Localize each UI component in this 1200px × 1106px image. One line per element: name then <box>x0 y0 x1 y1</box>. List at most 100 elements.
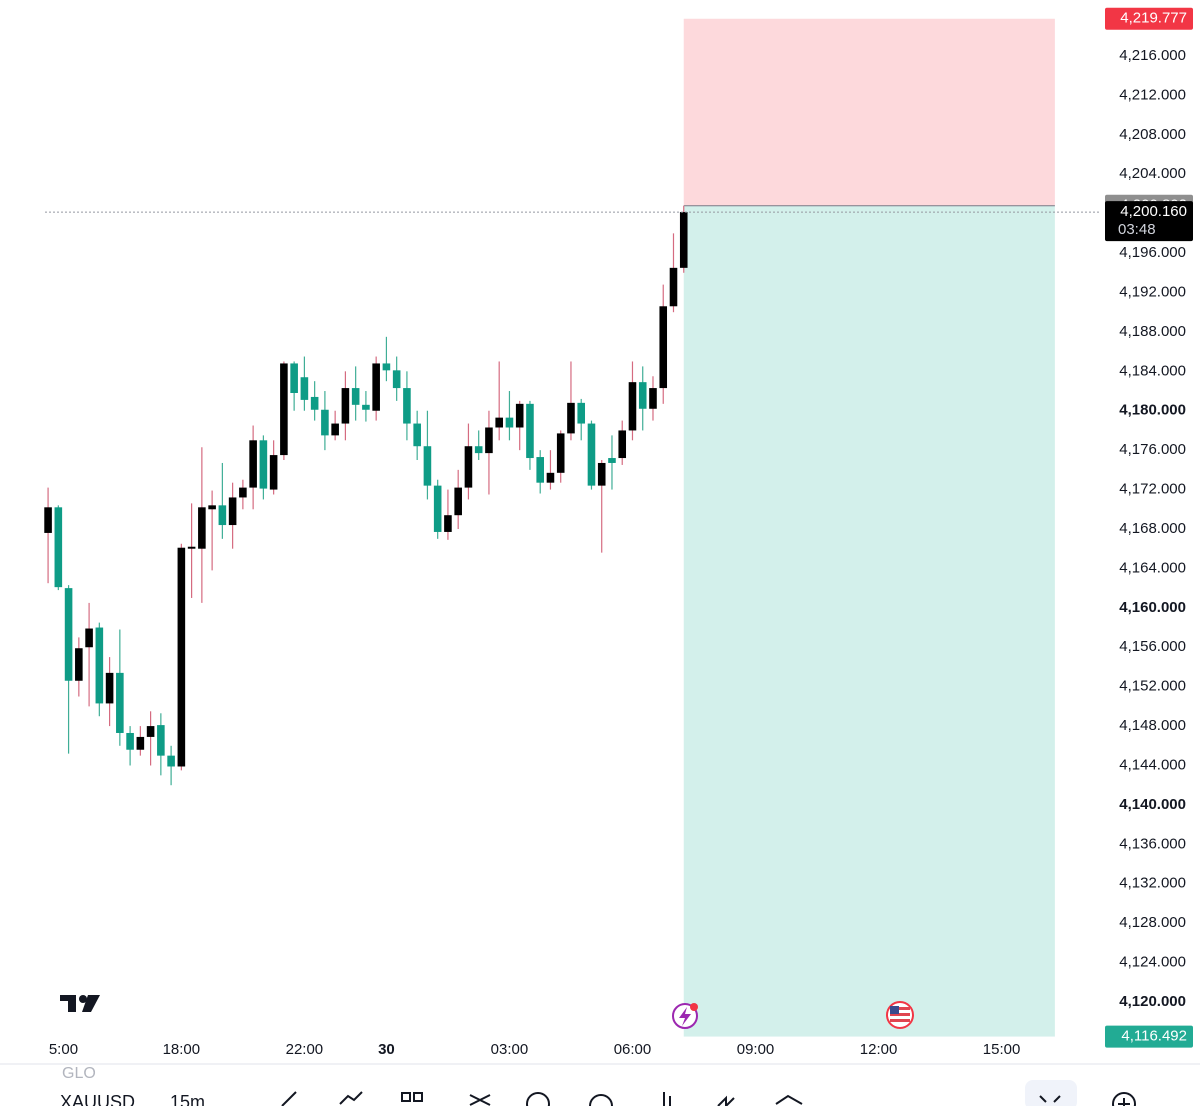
candle-body <box>331 423 339 436</box>
candle-body <box>536 457 544 483</box>
candle-body <box>474 446 483 454</box>
x-tick-label: 06:00 <box>614 1041 652 1058</box>
candle-body <box>208 505 216 510</box>
y-tick-label: 4,124.000 <box>1119 954 1186 971</box>
y-tick-label: 4,152.000 <box>1119 678 1186 695</box>
candle-body <box>628 382 637 431</box>
candle-body <box>341 388 350 424</box>
candle-body <box>423 446 432 486</box>
candle-body <box>597 462 606 486</box>
candle-body <box>392 370 401 389</box>
candle-body <box>321 409 329 436</box>
y-tick-label: 4,192.000 <box>1119 283 1186 300</box>
candle-body <box>167 755 175 767</box>
stop-tag <box>1105 7 1193 30</box>
x-tick-label: 18:00 <box>163 1041 201 1058</box>
last-price-tag <box>1105 201 1193 242</box>
toolbar-label: GLO <box>62 1065 96 1082</box>
candle-body <box>85 628 93 648</box>
candle-body <box>362 404 370 410</box>
y-tick-label: 4,140.000 <box>1119 796 1186 813</box>
candle-body <box>567 402 575 434</box>
candle-body <box>259 440 268 489</box>
y-tick-label: 4,160.000 <box>1119 599 1186 616</box>
y-tick-label: 4,132.000 <box>1119 875 1186 892</box>
candle-body <box>249 440 257 488</box>
x-tick-label: 12:00 <box>860 1041 898 1058</box>
tradingview-logo <box>60 995 100 1012</box>
candle-body <box>577 402 586 424</box>
candle-body <box>587 423 596 486</box>
candle-body <box>444 515 452 532</box>
y-tick-label: 4,184.000 <box>1119 362 1186 379</box>
candle-body <box>187 546 196 549</box>
candle-body <box>485 427 493 454</box>
candle-body <box>75 648 83 681</box>
candle-body <box>198 507 206 549</box>
y-tick-label: 4,168.000 <box>1119 520 1186 537</box>
candle-body <box>413 423 421 447</box>
x-tick-label: 30 <box>378 1041 395 1058</box>
candle-body <box>669 267 678 307</box>
target-zone <box>683 205 1055 1037</box>
symbol[interactable]: XAUUSD <box>60 1092 135 1106</box>
x-tick-label: 15:00 <box>983 1041 1021 1058</box>
y-tick-label: 4,164.000 <box>1119 559 1186 576</box>
economic-event-icon[interactable] <box>886 1001 914 1029</box>
candle-body <box>372 363 380 411</box>
candle-body <box>239 487 247 498</box>
candle-body <box>382 363 391 371</box>
candle-body <box>269 455 278 490</box>
candle-body <box>310 396 319 410</box>
candle-body <box>454 487 462 516</box>
candle-body <box>54 507 63 588</box>
candle-body <box>290 363 298 394</box>
interval[interactable]: 15m <box>170 1092 205 1106</box>
candle-body <box>300 377 309 400</box>
candle-body <box>351 388 360 405</box>
target-label: 4,116.492 <box>1121 1028 1187 1045</box>
y-tick-label: 4,208.000 <box>1119 126 1186 143</box>
candle-body <box>136 736 145 750</box>
candle-body <box>64 588 73 681</box>
candle-body <box>556 433 565 473</box>
candle-body <box>157 725 165 756</box>
axis-layer: 4,120.000 4,124.000 4,128.000 4,132.000 4,13… <box>49 47 1186 1058</box>
candle-body <box>679 212 688 268</box>
y-tick-label: 4,196.000 <box>1119 244 1186 261</box>
target-tag <box>1105 1025 1193 1048</box>
y-tick-label: 4,120.000 <box>1119 993 1186 1010</box>
y-tick-label: 4,172.000 <box>1119 481 1186 498</box>
y-tick-label: 4,176.000 <box>1119 441 1186 458</box>
candles-layer <box>44 205 688 786</box>
candle-body <box>177 547 186 767</box>
y-tick-label: 4,216.000 <box>1119 47 1186 64</box>
candle-body <box>649 388 657 409</box>
y-tick-label: 4,212.000 <box>1119 86 1186 103</box>
candle-body <box>126 732 134 750</box>
candle-body <box>433 485 442 532</box>
candle-body <box>105 672 114 704</box>
y-tick-label: 4,188.000 <box>1119 323 1186 340</box>
x-tick-label: 5:00 <box>49 1041 78 1058</box>
candle-body <box>515 403 524 428</box>
countdown: 03:48 <box>1118 221 1156 238</box>
candle-body <box>495 417 503 428</box>
x-tick-label: 22:00 <box>286 1041 324 1058</box>
candle-body <box>659 306 668 389</box>
candle-body <box>618 430 627 459</box>
x-tick-label: 09:00 <box>737 1041 775 1058</box>
toolbar-button[interactable] <box>1025 1080 1077 1106</box>
event-icon[interactable] <box>672 1003 698 1029</box>
y-tick-label: 4,128.000 <box>1119 914 1186 931</box>
last-price-label: 4,200.160 <box>1120 203 1187 220</box>
candle-body <box>95 627 104 704</box>
x-tick-label: 03:00 <box>491 1041 529 1058</box>
y-tick-label: 4,144.000 <box>1119 756 1186 773</box>
toolbar-icons[interactable] <box>281 1091 1136 1106</box>
position-layer <box>683 18 1055 1037</box>
candle-body <box>608 458 616 463</box>
candle-body <box>505 417 514 428</box>
candle-body <box>116 672 124 733</box>
